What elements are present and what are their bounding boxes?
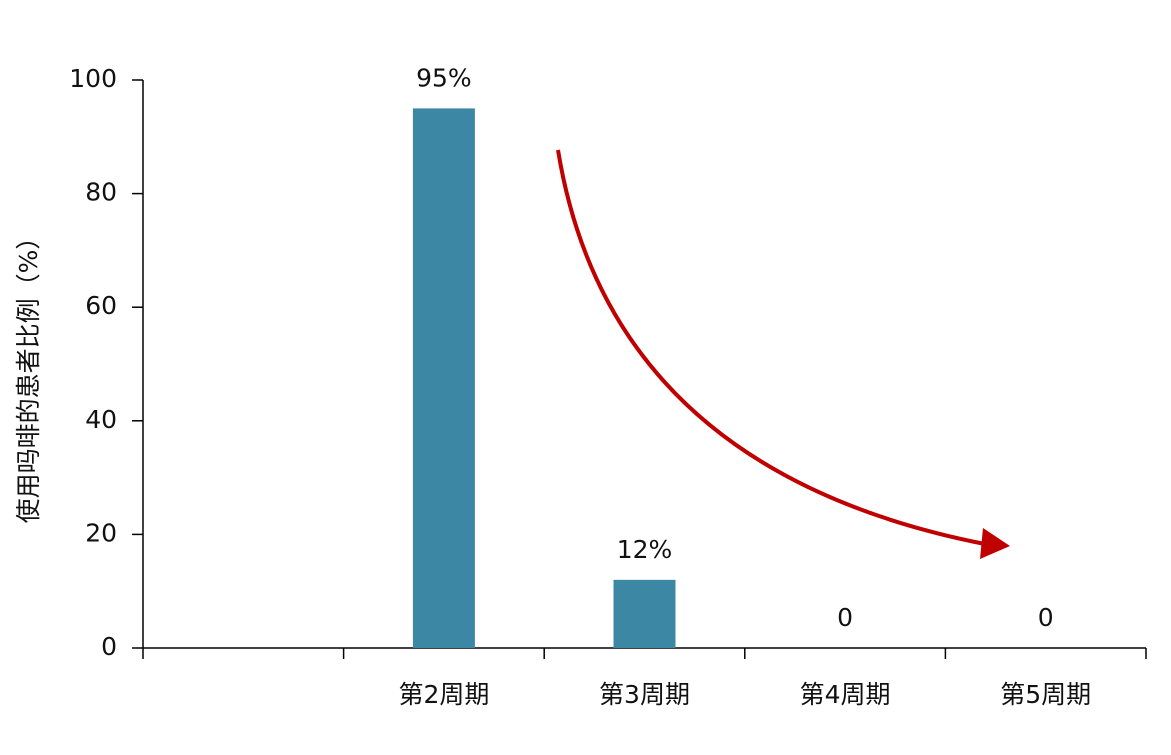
trend-arrow — [556, 149, 986, 546]
arrow-head — [980, 528, 1010, 559]
y-axis-label: 使用吗啡的患者比例（%） — [14, 225, 43, 524]
value-label: 0 — [837, 603, 853, 632]
y-tick-label: 80 — [85, 178, 117, 207]
bar — [412, 108, 475, 648]
value-label: 95% — [416, 63, 472, 92]
x-tick-label: 第3周期 — [599, 680, 690, 709]
y-tick-label: 20 — [85, 518, 117, 547]
y-tick-label: 60 — [85, 291, 117, 320]
value-label: 0 — [1038, 603, 1054, 632]
x-tick-label: 第5周期 — [1000, 680, 1091, 709]
bar — [613, 579, 676, 648]
x-tick-label: 第4周期 — [800, 680, 891, 709]
x-tick-label: 第2周期 — [398, 680, 489, 709]
y-tick-label: 40 — [85, 405, 117, 434]
y-tick-label: 0 — [101, 632, 117, 661]
y-tick-label: 100 — [69, 64, 117, 93]
value-label: 12% — [617, 535, 673, 564]
